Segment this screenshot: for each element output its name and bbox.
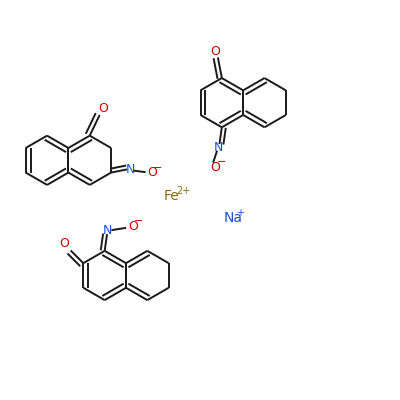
Text: −: − bbox=[216, 157, 226, 167]
Text: Na: Na bbox=[224, 211, 243, 225]
Text: −: − bbox=[134, 216, 143, 226]
Text: +: + bbox=[236, 208, 244, 218]
Text: O: O bbox=[148, 166, 157, 179]
Text: O: O bbox=[128, 220, 138, 233]
Text: N: N bbox=[214, 141, 223, 154]
Text: N: N bbox=[126, 163, 135, 176]
Text: −: − bbox=[153, 163, 163, 173]
Text: O: O bbox=[59, 237, 69, 250]
Text: 2+: 2+ bbox=[176, 186, 190, 196]
Text: O: O bbox=[210, 44, 220, 58]
Text: O: O bbox=[98, 102, 108, 115]
Text: O: O bbox=[210, 160, 220, 174]
Text: Fe: Fe bbox=[164, 189, 179, 203]
Text: N: N bbox=[103, 224, 112, 238]
